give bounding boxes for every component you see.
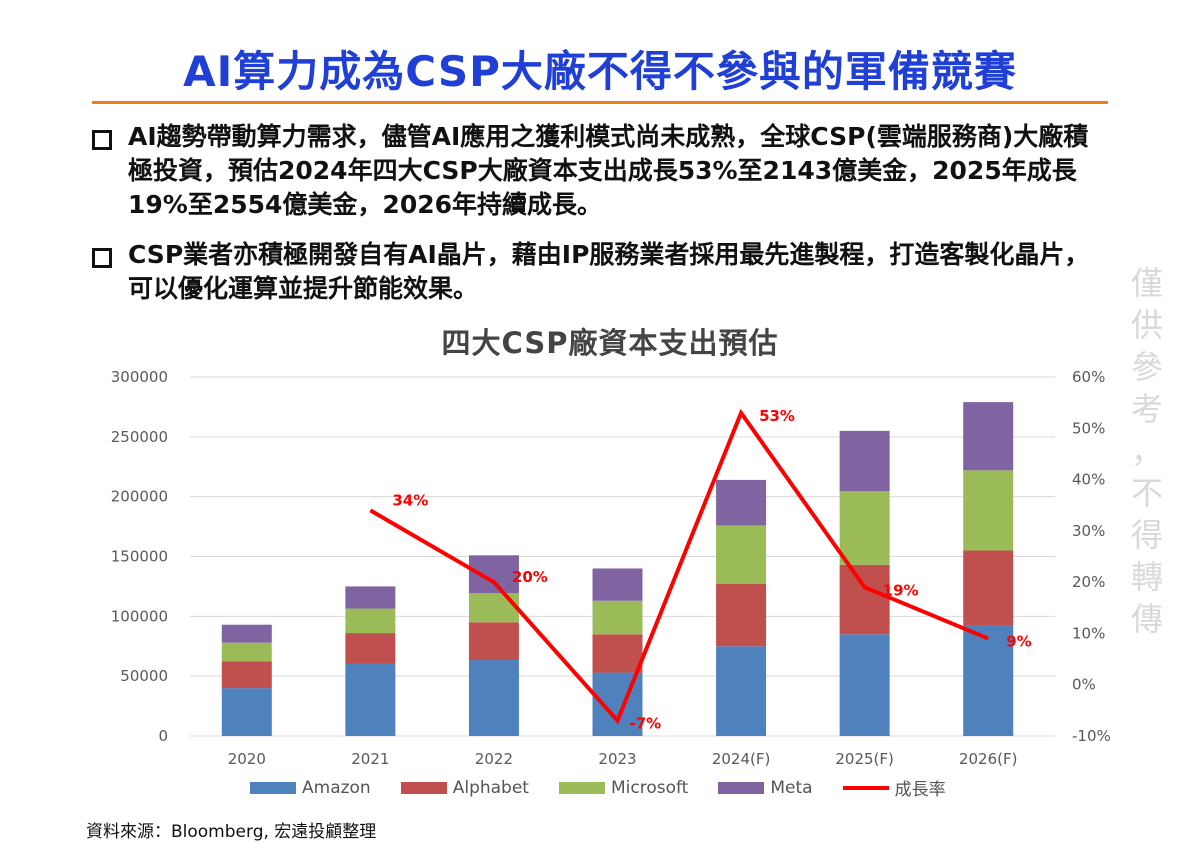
legend-swatch	[400, 781, 447, 794]
bar-microsoft-2020	[221, 642, 272, 662]
watermark-char: 考	[1130, 390, 1163, 428]
watermark-char: 傳	[1130, 600, 1163, 638]
y2-tick-label: 40%	[1072, 471, 1105, 489]
x-tick-label: 2024(F)	[712, 750, 771, 768]
legend-item-microsoft: Microsoft	[558, 775, 689, 800]
growth-rate-label: 20%	[512, 568, 548, 586]
y-tick-label: 250000	[111, 428, 168, 446]
bar-alphabet-2024f	[716, 584, 767, 647]
source-note: 資料來源：Bloomberg, 宏遠投顧整理	[86, 822, 377, 842]
bar-alphabet-2025f	[839, 564, 890, 635]
bar-alphabet-2026f	[963, 550, 1014, 626]
growth-rate-line	[369, 408, 989, 725]
bar-meta-2023	[592, 568, 643, 601]
bar-microsoft-2021	[345, 608, 396, 634]
bar-microsoft-2026f	[963, 470, 1014, 551]
bar-microsoft-2022	[468, 592, 519, 623]
watermark-char: 不	[1130, 474, 1163, 512]
chart-legend: Amazon Alphabet Microsoft Meta 成長率	[250, 775, 976, 800]
y-tick-label: 150000	[111, 548, 168, 566]
growth-rate-label: 9%	[1006, 633, 1031, 651]
growth-rate-label: 53%	[759, 407, 795, 425]
y2-tick-label: 0%	[1072, 676, 1096, 694]
bar-amazon-2025f	[839, 634, 890, 736]
legend-swatch	[558, 781, 605, 794]
y-tick-label: 300000	[111, 368, 168, 386]
bar-meta-2021	[345, 586, 396, 609]
legend-label: Meta	[770, 777, 813, 798]
bar-microsoft-2023	[592, 600, 643, 635]
y2-tick-label: 20%	[1072, 573, 1105, 591]
y2-tick-label: 60%	[1072, 368, 1105, 386]
checkbox-bullet-icon	[92, 248, 112, 268]
legend-item-alphabet: Alphabet	[400, 775, 529, 800]
legend-label: 成長率	[894, 780, 946, 800]
legend-item-amazon: Amazon	[250, 775, 371, 800]
growth-rate-label: -7%	[630, 715, 662, 733]
y2-tick-label: 30%	[1072, 522, 1105, 540]
y-tick-label: 200000	[111, 488, 168, 506]
bar-amazon-2026f	[963, 625, 1014, 736]
bar-microsoft-2024f	[716, 525, 767, 585]
bar-alphabet-2020	[221, 661, 272, 689]
bar-amazon-2021	[345, 663, 396, 736]
bar-amazon-2024f	[716, 646, 767, 736]
watermark-char: 參	[1130, 348, 1163, 386]
legend-label: Amazon	[302, 777, 371, 798]
legend-label: Microsoft	[610, 777, 689, 798]
legend-line-swatch	[842, 785, 889, 790]
y2-tick-label: 50%	[1072, 419, 1105, 437]
bullet-1-text: AI趨勢帶動算力需求，儘管AI應用之獲利模式尚未成熟，全球CSP(雲端服務商)大…	[128, 122, 1089, 219]
bullet-2-text: CSP業者亦積極開發自有AI晶片，藉由IP服務業者採用最先進製程，打造客製化晶片…	[128, 240, 1090, 303]
chart-title: 四大CSP廠資本支出預估	[442, 326, 779, 360]
bar-meta-2020	[221, 624, 272, 643]
x-tick-label: 2021	[351, 750, 389, 768]
page-title: AI算力成為CSP大廠不得不參與的軍備競賽	[183, 47, 1017, 96]
x-tick-label: 2023	[598, 750, 636, 768]
watermark-char: 供	[1130, 306, 1163, 344]
bar-meta-2026f	[963, 402, 1014, 471]
title-underline	[92, 101, 1108, 104]
legend-item-meta: Meta	[718, 775, 813, 800]
legend-swatch	[718, 781, 765, 794]
bar-amazon-2020	[221, 688, 272, 736]
bar-microsoft-2025f	[839, 491, 890, 565]
watermark-char: 轉	[1130, 558, 1163, 596]
watermark-char: 得	[1130, 516, 1163, 554]
watermark-char: 僅	[1130, 264, 1163, 302]
y-tick-label: 0	[158, 727, 168, 745]
legend-label: Alphabet	[452, 777, 529, 798]
watermark: 僅 供 參 考 ， 不 得 轉 傳	[1125, 262, 1169, 640]
bar-meta-2024f	[716, 479, 767, 526]
y-tick-label: 100000	[111, 607, 168, 625]
x-tick-label: 2020	[228, 750, 266, 768]
bar-amazon-2022	[468, 660, 519, 736]
checkbox-bullet-icon	[92, 130, 112, 150]
x-tick-label: 2025(F)	[835, 750, 894, 768]
x-tick-label: 2026(F)	[959, 750, 1018, 768]
x-tick-label: 2022	[475, 750, 513, 768]
legend-swatch	[250, 781, 296, 794]
y2-tick-label: -10%	[1072, 727, 1111, 745]
bar-alphabet-2022	[468, 622, 519, 661]
bar-meta-2025f	[839, 430, 890, 492]
bar-alphabet-2021	[345, 633, 396, 664]
watermark-char: ，	[1130, 432, 1163, 470]
growth-rate-label: 19%	[883, 581, 919, 599]
y2-tick-label: 10%	[1072, 624, 1105, 642]
bar-alphabet-2023	[592, 634, 643, 673]
growth-rate-label: 34%	[392, 491, 428, 509]
y-tick-label: 50000	[120, 667, 168, 685]
legend-item-growth-rate: 成長率	[842, 775, 946, 800]
